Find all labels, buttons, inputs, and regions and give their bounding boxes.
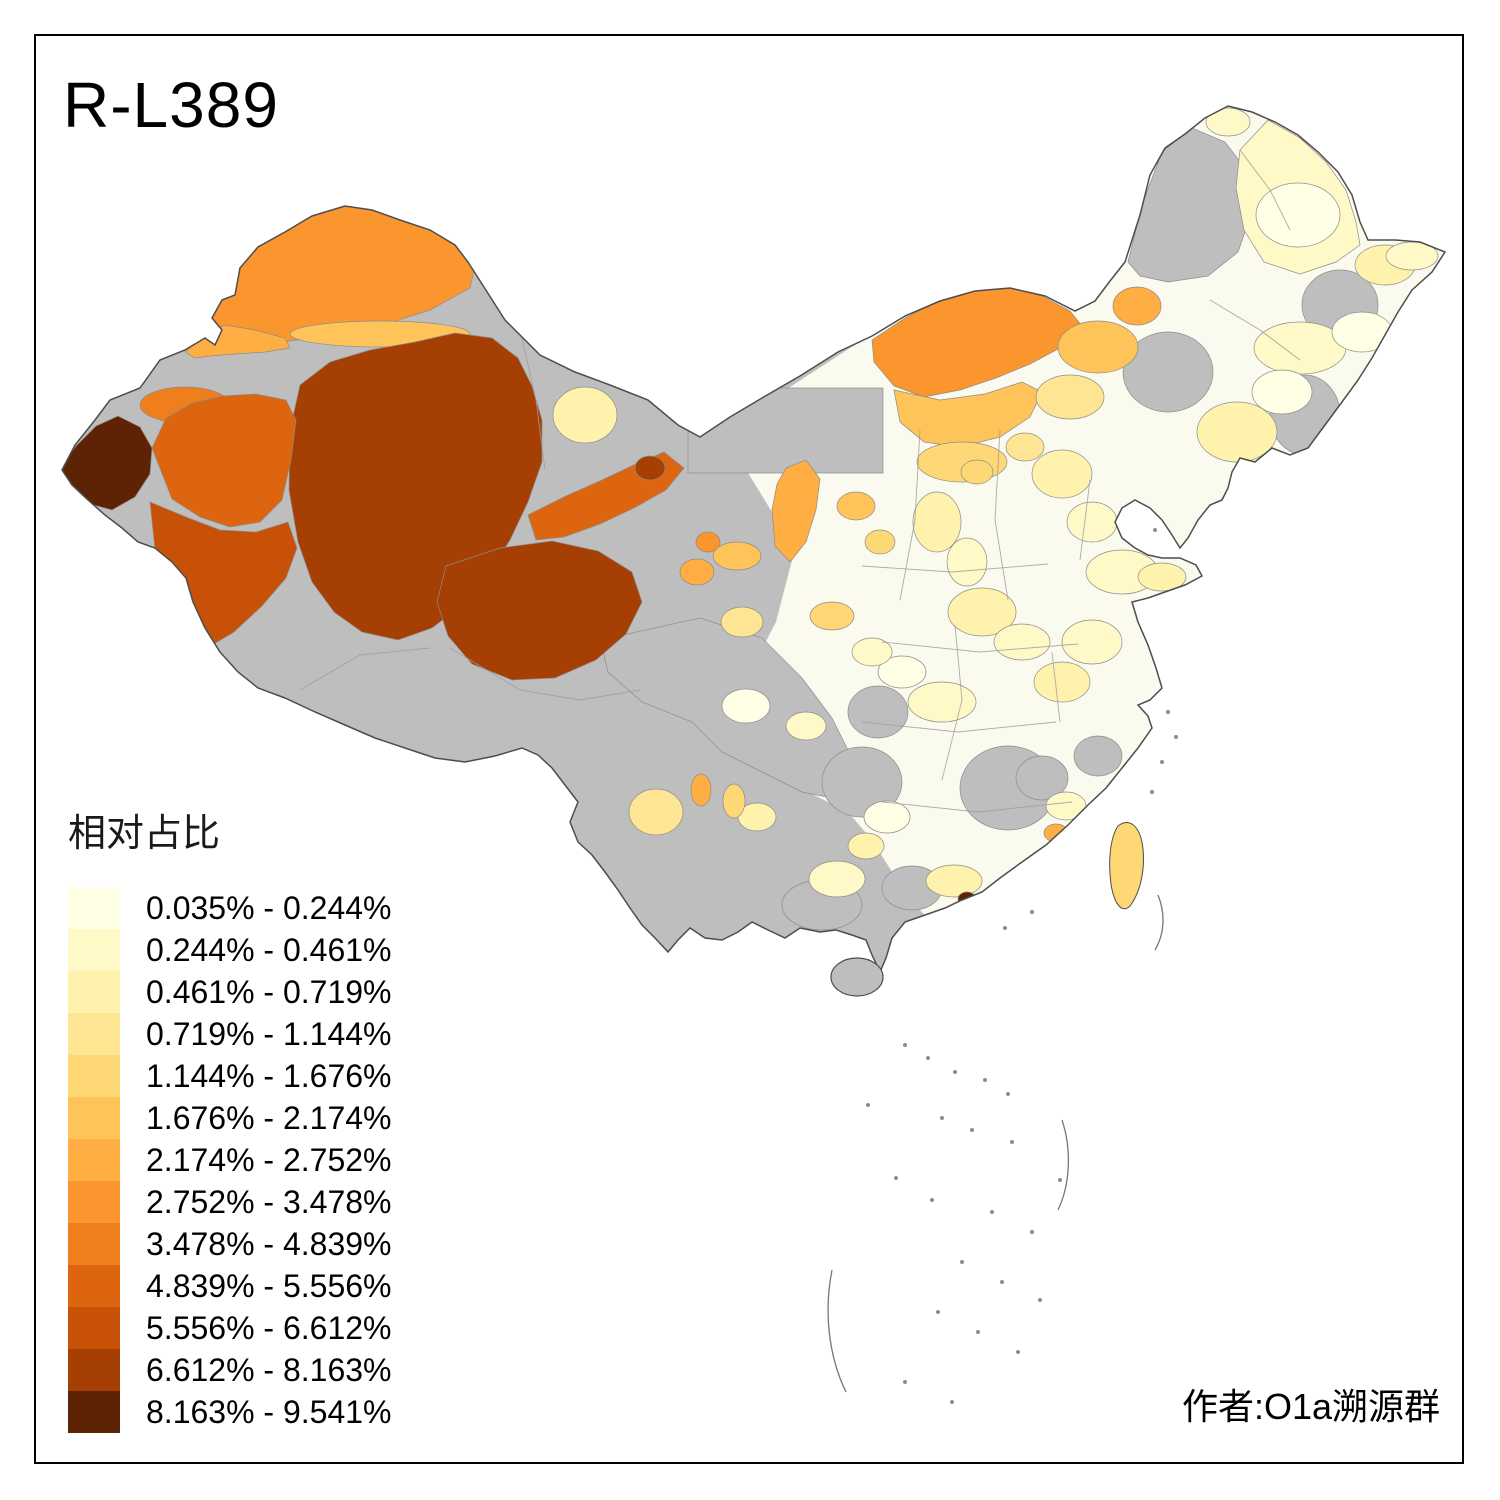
prefecture-boundary-lines xyxy=(299,149,1301,813)
legend-row: 8.163% - 9.541% xyxy=(68,1391,392,1433)
hainan-island xyxy=(830,957,884,997)
plot-border xyxy=(34,34,1464,1464)
map-region xyxy=(1205,107,1251,137)
legend-row: 1.676% - 2.174% xyxy=(68,1097,392,1139)
legend: 相对占比 0.035% - 0.244% 0.244% - 0.461% 0.4… xyxy=(68,802,392,1433)
sea-boundary-arcs xyxy=(827,894,1164,1393)
legend-swatch xyxy=(68,1139,120,1181)
legend-label: 0.035% - 0.244% xyxy=(146,889,392,926)
map-region xyxy=(808,860,866,898)
legend-row: 2.752% - 3.478% xyxy=(68,1181,392,1223)
legend-swatch xyxy=(68,1181,120,1223)
map-region xyxy=(634,455,666,481)
legend-label: 0.244% - 0.461% xyxy=(146,931,392,968)
map-region xyxy=(721,688,771,724)
map-region xyxy=(1255,182,1341,248)
map-region xyxy=(151,393,297,528)
south-china-sea-islets xyxy=(866,528,1179,1404)
map-region xyxy=(1073,735,1123,777)
map-region xyxy=(771,459,821,563)
map-region xyxy=(809,601,855,631)
legend-swatch xyxy=(68,971,120,1013)
map-region xyxy=(960,459,994,485)
legend-row: 4.839% - 5.556% xyxy=(68,1265,392,1307)
map-region xyxy=(1005,432,1045,462)
map-region xyxy=(712,541,762,571)
map-region xyxy=(851,637,893,667)
taiwan-island xyxy=(1109,822,1144,910)
legend-scale: 0.035% - 0.244% 0.244% - 0.461% 0.461% -… xyxy=(68,887,392,1433)
map-region xyxy=(836,491,876,521)
map-region xyxy=(1122,331,1214,413)
legend-row: 3.478% - 4.839% xyxy=(68,1223,392,1265)
legend-row: 0.719% - 1.144% xyxy=(68,1013,392,1055)
legend-label: 2.752% - 3.478% xyxy=(146,1183,392,1220)
legend-label: 0.461% - 0.719% xyxy=(146,973,392,1010)
attribution: 作者:O1a溯源群 xyxy=(1181,1386,1440,1427)
islands xyxy=(827,528,1179,1404)
legend-label: 3.478% - 4.839% xyxy=(146,1225,392,1262)
map-region xyxy=(947,587,1017,637)
legend-label: 2.174% - 2.752% xyxy=(146,1141,392,1178)
map-region xyxy=(722,783,746,819)
map-region xyxy=(912,491,962,553)
legend-swatch xyxy=(68,1349,120,1391)
map-title: R-L389 xyxy=(63,69,279,141)
legend-title: 相对占比 xyxy=(68,813,221,855)
map-region xyxy=(436,540,643,681)
map-region xyxy=(1031,449,1093,499)
map-region xyxy=(679,558,715,586)
map-region xyxy=(690,773,712,807)
legend-row: 1.144% - 1.676% xyxy=(68,1055,392,1097)
map-region xyxy=(695,531,721,553)
legend-swatch xyxy=(68,1013,120,1055)
legend-label: 1.144% - 1.676% xyxy=(146,1057,392,1094)
map-region xyxy=(785,711,827,741)
legend-label: 8.163% - 9.541% xyxy=(146,1393,392,1430)
map-region xyxy=(877,655,927,689)
map-region xyxy=(552,386,618,444)
legend-swatch xyxy=(68,1265,120,1307)
legend-swatch xyxy=(68,1223,120,1265)
map-region xyxy=(1137,562,1187,592)
map-region xyxy=(864,529,896,555)
legend-row: 2.174% - 2.752% xyxy=(68,1139,392,1181)
map-region xyxy=(993,623,1051,661)
legend-row: 0.035% - 0.244% xyxy=(68,887,392,929)
legend-swatch xyxy=(68,887,120,929)
legend-swatch xyxy=(68,1307,120,1349)
map-region xyxy=(1033,661,1091,703)
map-region xyxy=(1015,755,1069,801)
map-region xyxy=(863,800,911,834)
legend-row: 5.556% - 6.612% xyxy=(68,1307,392,1349)
map-region xyxy=(1251,369,1313,415)
legend-label: 0.719% - 1.144% xyxy=(146,1015,392,1052)
legend-row: 0.461% - 0.719% xyxy=(68,971,392,1013)
map-region xyxy=(1112,286,1162,326)
legend-row: 0.244% - 0.461% xyxy=(68,929,392,971)
map-region xyxy=(925,864,983,898)
legend-swatch xyxy=(68,929,120,971)
map-region xyxy=(1035,374,1105,420)
map-region xyxy=(628,788,684,836)
legend-label: 1.676% - 2.174% xyxy=(146,1099,392,1136)
map-region xyxy=(893,381,1043,448)
legend-label: 6.612% - 8.163% xyxy=(146,1351,392,1388)
legend-swatch xyxy=(68,1055,120,1097)
legend-label: 4.839% - 5.556% xyxy=(146,1267,392,1304)
map-region xyxy=(847,832,885,860)
map-region xyxy=(946,537,988,587)
legend-row: 6.612% - 8.163% xyxy=(68,1349,392,1391)
legend-swatch xyxy=(68,1391,120,1433)
map-region xyxy=(1057,320,1139,374)
legend-label: 5.556% - 6.612% xyxy=(146,1309,392,1346)
map-region xyxy=(821,746,903,818)
map-region xyxy=(720,606,764,638)
map-region xyxy=(1061,619,1123,665)
legend-swatch xyxy=(68,1097,120,1139)
